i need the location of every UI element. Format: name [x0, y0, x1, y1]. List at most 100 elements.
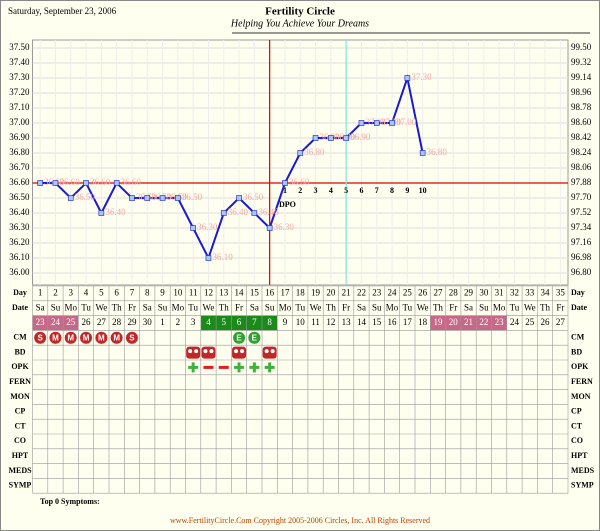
date: 26: [82, 317, 92, 327]
x-tick-label: 23: [372, 287, 382, 297]
row-label: BD: [571, 347, 582, 356]
x-tick-label: 22: [357, 287, 366, 297]
date: 9: [283, 317, 288, 327]
temperature-point: [389, 120, 395, 126]
weekday: Fr: [128, 302, 136, 312]
y2-tick-label: 98.06: [571, 162, 592, 172]
dpo-number: 9: [405, 186, 409, 195]
date: 11: [311, 317, 320, 327]
bd-icon: [262, 346, 277, 359]
weekday: Sa: [36, 302, 45, 312]
temperature-point: [220, 210, 227, 216]
date: 10: [296, 317, 306, 327]
weekday: Fr: [235, 302, 243, 312]
y-tick-label: 37.30: [9, 72, 30, 82]
temperature-point: [251, 210, 258, 216]
weekday: Th: [326, 302, 336, 312]
value-label: 36.80: [427, 147, 448, 157]
date: 22: [479, 317, 488, 327]
y-tick-label: 36.60: [9, 177, 30, 187]
y-tick-label: 37.40: [9, 57, 30, 67]
weekday: Fr: [342, 302, 350, 312]
row-label: Day: [571, 288, 585, 297]
x-tick-label: 26: [418, 287, 428, 297]
header-date: Saturday, September 23, 2006: [8, 6, 117, 16]
cm-badge: [64, 331, 78, 345]
y-tick-label: 36.80: [9, 147, 30, 157]
temperature-point: [67, 195, 74, 201]
y2-tick-label: 99.14: [571, 72, 592, 82]
weekday: Tu: [403, 302, 413, 312]
temperature-point: [190, 225, 196, 231]
temperature-point: [113, 180, 120, 186]
temperature-point: [343, 135, 349, 141]
y-tick-label: 37.50: [9, 42, 30, 52]
value-label: 37.00: [396, 117, 417, 127]
date: 15: [372, 317, 382, 327]
row-label: MON: [571, 392, 591, 401]
y-tick-label: 36.30: [9, 222, 30, 232]
value-label: 36.60: [121, 177, 142, 187]
weekday: We: [95, 302, 107, 312]
date: 12: [326, 317, 335, 327]
weekday: We: [417, 302, 429, 312]
date: 18: [418, 317, 428, 327]
row-label: CT: [14, 421, 26, 430]
weekday: Th: [219, 302, 229, 312]
bd-icon-figure: [188, 349, 193, 354]
x-tick-label: 13: [219, 287, 229, 297]
weekday: Su: [372, 302, 382, 312]
opk-positive: [191, 362, 195, 373]
cm-badge: [33, 331, 47, 345]
temperature-point: [373, 120, 380, 126]
x-tick-label: 9: [160, 287, 165, 297]
date: 14: [357, 317, 367, 327]
date: 17: [403, 317, 413, 327]
temperature-point: [83, 180, 89, 186]
cm-text: E: [252, 333, 258, 342]
date: 6: [237, 317, 242, 327]
dpo-number: 10: [419, 186, 427, 195]
y-tick-label: 37.00: [9, 117, 30, 127]
x-tick-label: 2: [53, 287, 58, 297]
y-tick-label: 36.40: [9, 207, 30, 217]
cm-badge: [79, 331, 93, 345]
date: 30: [143, 317, 153, 327]
weekday: Tu: [510, 302, 520, 312]
value-label: 36.10: [212, 252, 233, 262]
row-label: MEDS: [571, 466, 595, 475]
bd-icon-figure: [234, 349, 239, 354]
cm-badge: [94, 331, 108, 345]
symptoms-heading: Top 0 Symptoms:: [40, 497, 100, 506]
x-tick-label: 24: [388, 287, 398, 297]
y2-tick-label: 96.80: [571, 267, 592, 277]
temperature-point: [52, 180, 59, 186]
value-label: 36.60: [90, 177, 111, 187]
weekday: Th: [112, 302, 122, 312]
date: 23: [36, 317, 46, 327]
temperature-point: [129, 195, 135, 201]
x-tick-label: 6: [114, 287, 119, 297]
weekday: Mo: [172, 302, 185, 312]
date: 21: [464, 317, 473, 327]
row-label: Date: [571, 303, 587, 312]
x-tick-label: 10: [173, 287, 183, 297]
weekday: Sa: [250, 302, 259, 312]
bd-icon: [201, 346, 216, 359]
weekday: Th: [433, 302, 443, 312]
y-tick-label: 36.50: [9, 192, 30, 202]
weekday: Sa: [464, 302, 473, 312]
opk-positive: [237, 362, 241, 373]
row-label: MON: [10, 392, 30, 401]
dpo-number: 1: [283, 186, 287, 195]
weekday: Sa: [143, 302, 152, 312]
opk-positive: [252, 362, 256, 373]
weekday: We: [524, 302, 536, 312]
y2-tick-label: 99.32: [571, 57, 591, 67]
row-label: Date: [12, 303, 28, 312]
value-label: 36.60: [59, 177, 80, 187]
y2-tick-label: 98.96: [571, 87, 592, 97]
row-label: HPT: [12, 451, 29, 460]
row-label: CM: [13, 333, 27, 342]
